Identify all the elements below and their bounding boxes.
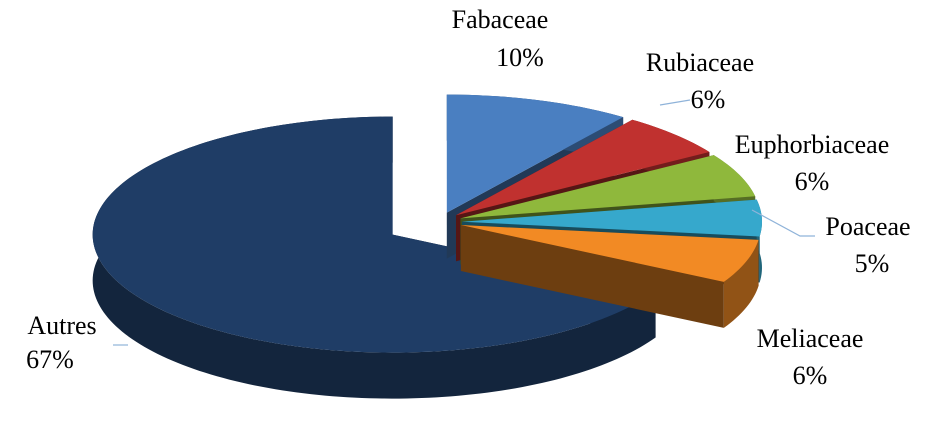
slice-side [460,225,724,328]
value-label: 6% [691,85,726,114]
slice-label: Poaceae [825,212,910,241]
slice-top [461,199,762,237]
slice-top [460,155,756,219]
slice-label: Rubiaceae [646,48,754,77]
slice-label: Meliaceae [757,324,864,353]
pie [92,94,762,399]
slice-top [460,225,759,282]
slice-label: Fabaceae [452,5,549,34]
slice-wall [723,239,759,328]
slice-label: Euphorbiaceae [735,130,889,159]
value-label: 5% [855,249,890,278]
value-label: 10% [496,43,544,72]
value-label: 6% [793,361,828,390]
slice [460,225,759,328]
slice-top [92,116,656,353]
leader-line [659,99,691,106]
leader-line [751,209,815,237]
slice-top [456,119,710,216]
slice-label: Autres [27,311,96,340]
slice-top [446,94,624,213]
value-label: 6% [795,167,830,196]
value-label: 67% [26,345,74,374]
